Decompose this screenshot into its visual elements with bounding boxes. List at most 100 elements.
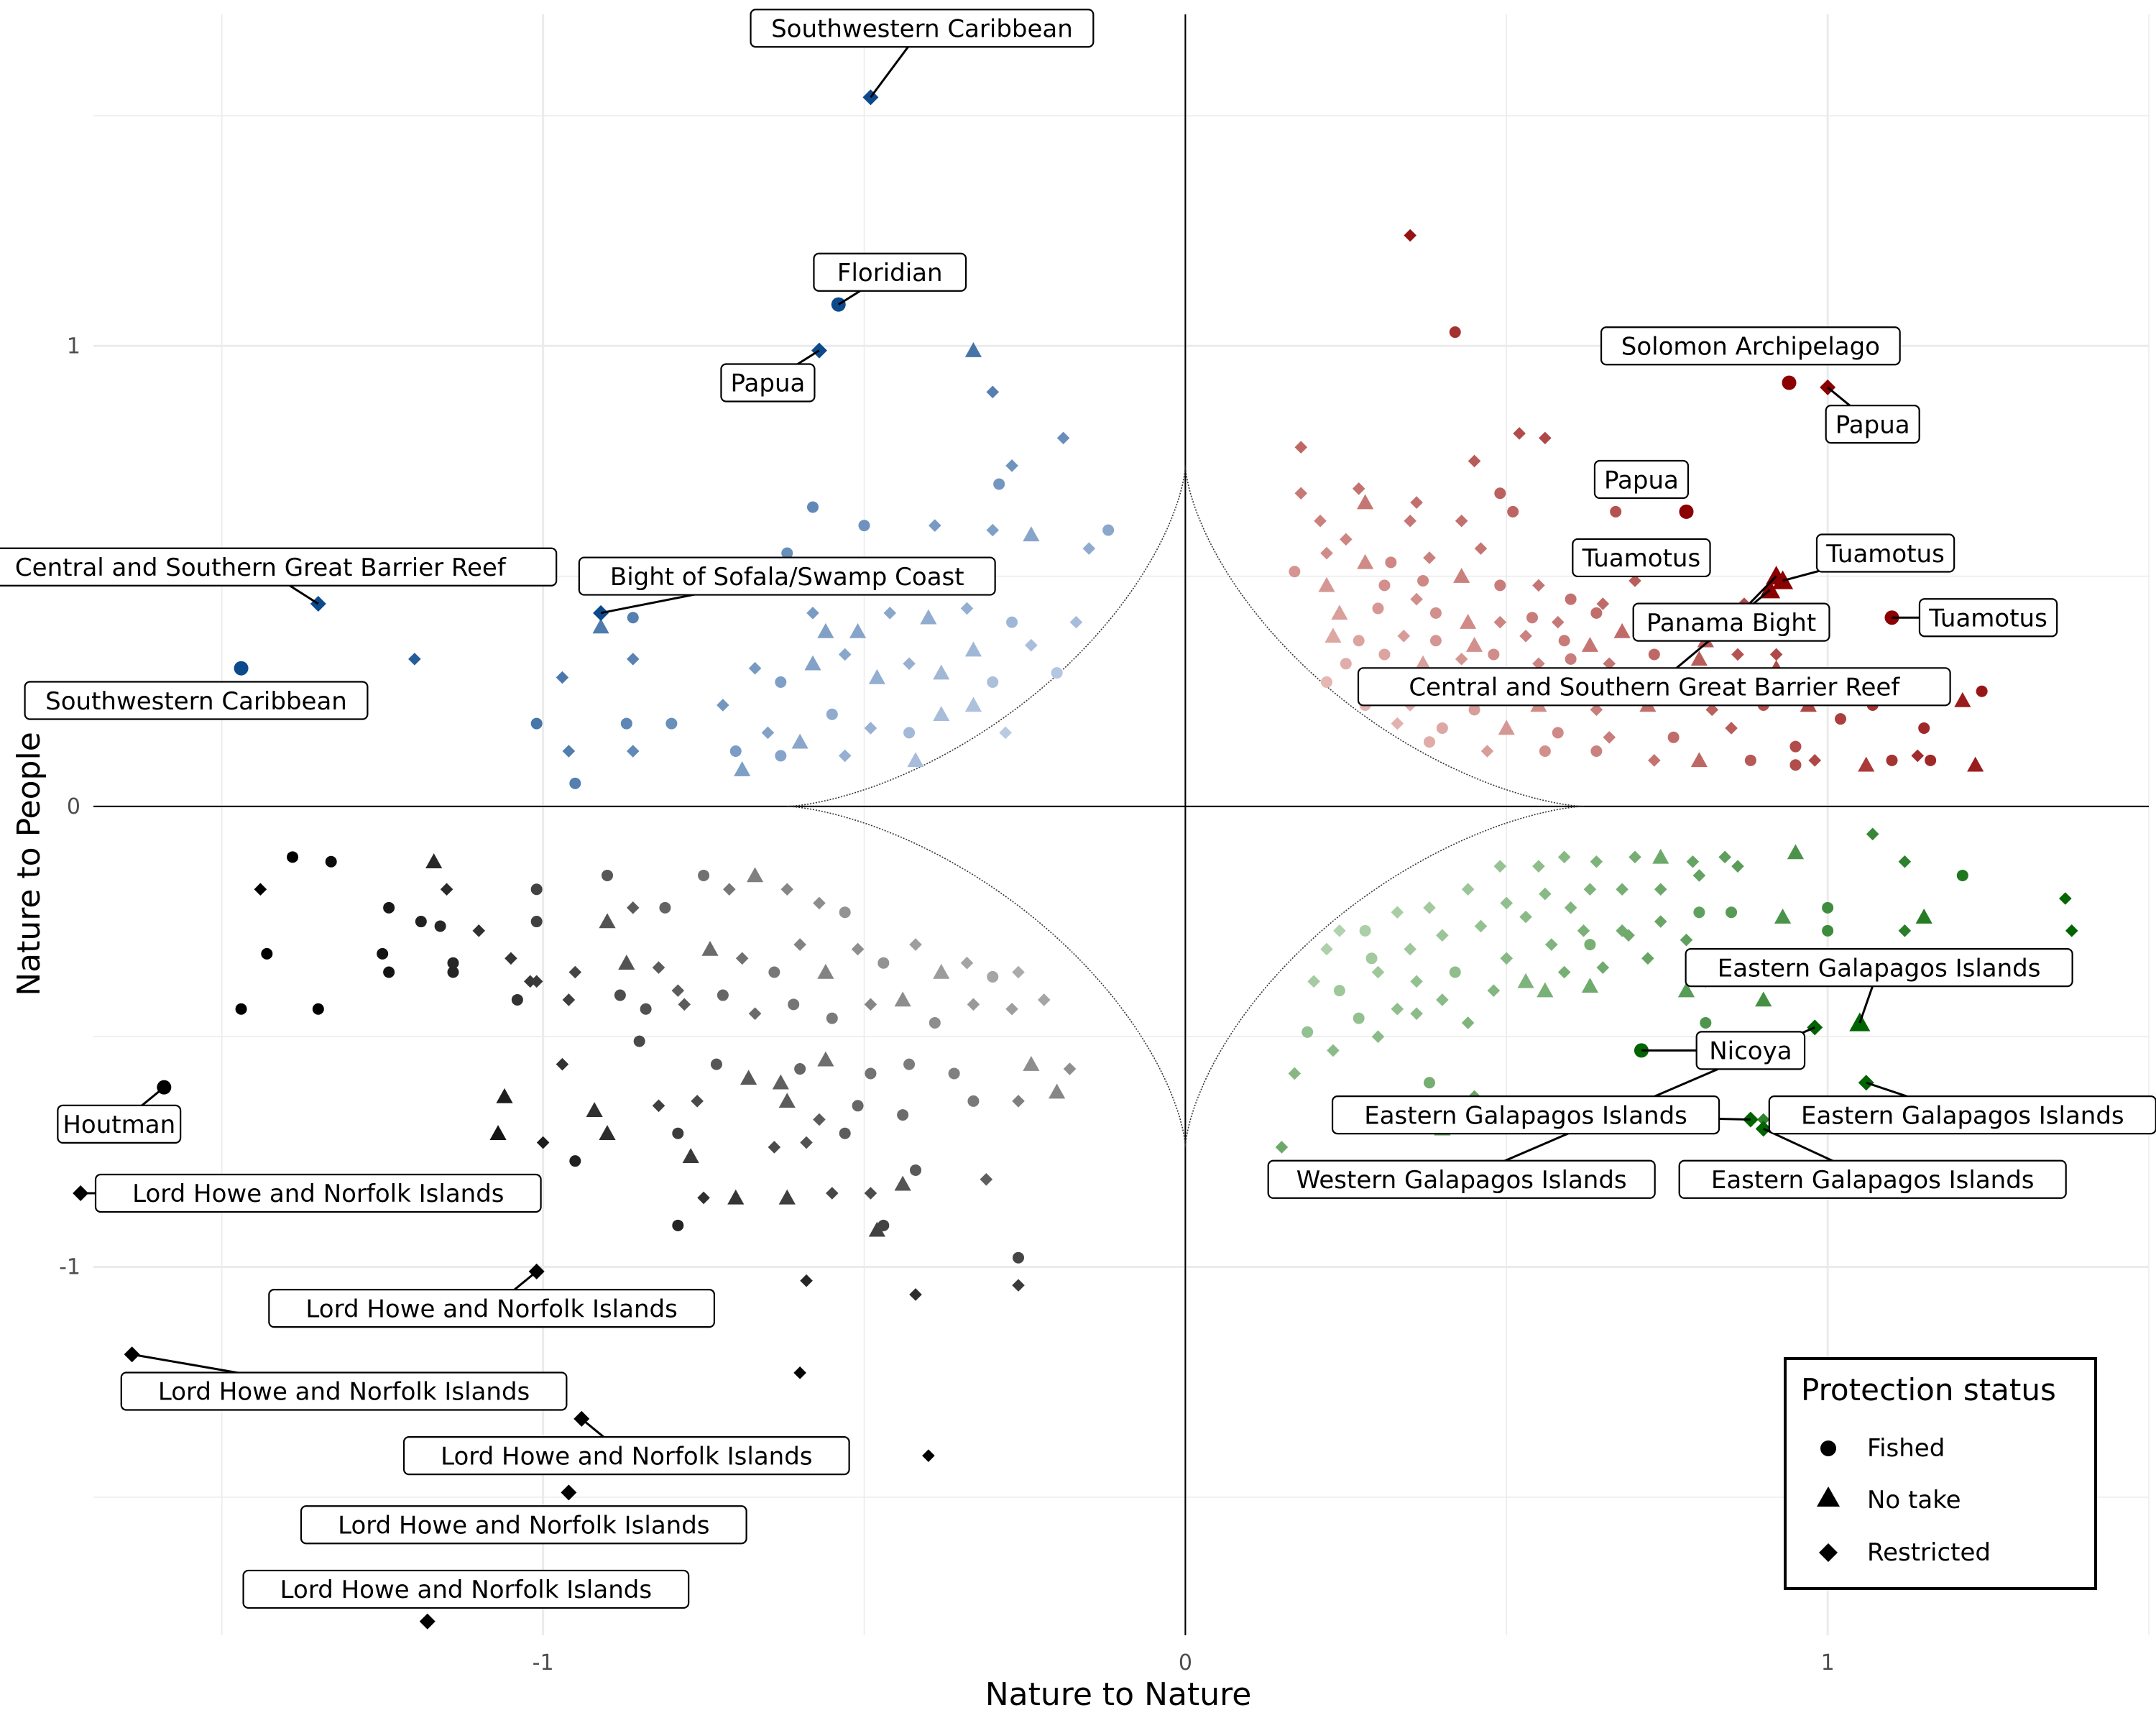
data-point [1537, 982, 1554, 998]
point-label-text: Eastern Galapagos Islands [1364, 1101, 1687, 1130]
point-label: Central and Southern Great Barrier Reef [1357, 667, 1951, 707]
data-point [804, 655, 821, 671]
legend-circle-icon [1820, 1440, 1836, 1456]
data-point [678, 998, 691, 1011]
data-point [530, 916, 543, 928]
data-point [788, 998, 800, 1011]
point-label-box [1825, 405, 1920, 444]
point-label-box [1357, 667, 1951, 707]
labeled-point [1679, 504, 1694, 519]
data-point [813, 1113, 826, 1126]
data-point [1288, 1067, 1302, 1080]
data-point [1410, 975, 1423, 988]
data-point [1056, 431, 1070, 445]
data-point [1628, 850, 1641, 864]
data-point [897, 1109, 909, 1121]
data-point [562, 993, 576, 1006]
x-tick-label: 1 [1821, 1650, 1835, 1676]
point-label: Eastern Galapagos Islands [1768, 1095, 2156, 1135]
point-label-box [1593, 459, 1690, 500]
point-label-box [1685, 947, 2073, 988]
data-point [838, 749, 852, 763]
data-point [1726, 906, 1738, 919]
data-point [652, 961, 665, 974]
point-label-box [750, 9, 1095, 48]
data-point [775, 750, 787, 762]
data-point [868, 1221, 885, 1237]
data-point [993, 478, 1005, 490]
data-point [1822, 924, 1834, 937]
data-point [1417, 574, 1429, 587]
point-label-box [300, 1505, 747, 1545]
data-point [1565, 593, 1577, 605]
point-label: Panama Bight [1632, 602, 1830, 642]
threshold-curve [787, 465, 1187, 807]
data-point [717, 699, 729, 712]
data-point [671, 984, 685, 997]
point-label-box [578, 556, 996, 596]
point-label-text: Panama Bight [1646, 609, 1816, 638]
data-point [383, 901, 395, 914]
data-point [1581, 978, 1599, 993]
data-point [1307, 975, 1320, 988]
data-point [775, 676, 787, 688]
data-point [717, 989, 729, 1001]
point-label-text: Papua [731, 369, 806, 398]
data-point [778, 1189, 796, 1205]
data-point [858, 520, 870, 532]
data-point [496, 1088, 513, 1103]
data-point [2059, 892, 2072, 905]
point-label-text: Southwestern Caribbean [45, 687, 347, 716]
data-point [1371, 965, 1385, 979]
point-label-box [1331, 1095, 1720, 1135]
data-point [929, 1016, 941, 1029]
axis-lines [93, 14, 2149, 1635]
data-point [665, 717, 678, 730]
data-point [933, 706, 950, 722]
point-label-box [0, 547, 558, 587]
data-point [1744, 754, 1756, 766]
data-point [1465, 637, 1483, 652]
data-point [967, 1095, 980, 1107]
data-point [1385, 556, 1397, 569]
data-point [1898, 855, 1912, 868]
data-point [472, 924, 486, 937]
point-label: Western Galapagos Islands [1267, 1159, 1656, 1199]
data-point [761, 726, 775, 740]
data-point [1539, 745, 1551, 757]
data-point [1603, 657, 1616, 671]
data-point [1616, 883, 1628, 896]
point-label: Eastern Galapagos Islands [1685, 947, 2073, 988]
point-label-text: Southwestern Caribbean [771, 14, 1073, 43]
point-label: Lord Howe and Norfolk Islands [242, 1569, 690, 1609]
data-point [817, 622, 834, 638]
data-point [2065, 924, 2078, 937]
data-point [987, 970, 999, 983]
point-label-text: Nicoya [1709, 1037, 1792, 1066]
data-point [652, 1099, 665, 1113]
data-point [1564, 901, 1577, 914]
point-label: Tuamotus [1815, 533, 1955, 573]
data-point [1423, 551, 1436, 564]
data-point [933, 963, 950, 979]
data-point [1886, 754, 1898, 766]
point-label-text: Central and Southern Great Barrier Reef [1409, 674, 1900, 702]
data-point [1455, 514, 1468, 528]
data-point [1648, 754, 1661, 767]
data-point [1302, 1026, 1314, 1038]
data-point [851, 942, 865, 956]
threshold-curve [787, 806, 1187, 1147]
data-point [1596, 961, 1610, 974]
data-point [1507, 505, 1519, 518]
data-point [1677, 982, 1695, 998]
data-point [883, 607, 897, 620]
data-point [1012, 1279, 1025, 1292]
data-point [839, 906, 851, 919]
labeled-point [419, 1613, 436, 1630]
data-point [864, 722, 877, 735]
point-label: Papua [1825, 405, 1920, 444]
data-point [1494, 487, 1506, 500]
data-point [1488, 648, 1500, 661]
data-point [894, 1175, 911, 1191]
data-point [1835, 713, 1846, 725]
